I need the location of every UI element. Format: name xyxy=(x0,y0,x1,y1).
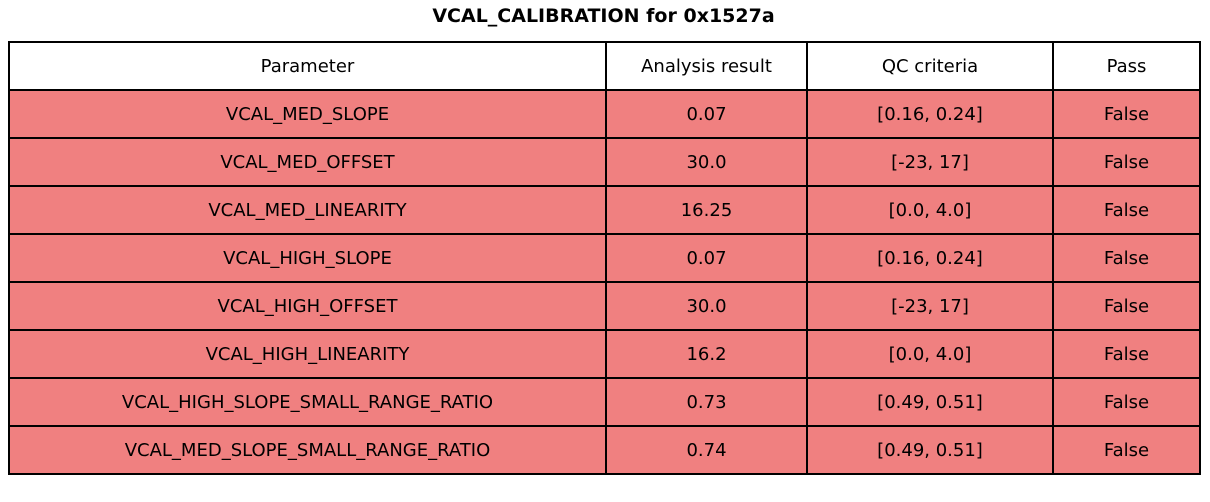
cell-analysis-result: 16.2 xyxy=(605,329,808,379)
cell-parameter: VCAL_MED_SLOPE xyxy=(8,89,607,139)
cell-pass: False xyxy=(1052,425,1201,475)
cell-analysis-result: 0.74 xyxy=(605,425,808,475)
column-header-pass: Pass xyxy=(1052,41,1201,91)
cell-pass: False xyxy=(1052,185,1201,235)
cell-pass: False xyxy=(1052,329,1201,379)
header-row: Parameter Analysis result QC criteria Pa… xyxy=(8,41,1201,91)
table-row: VCAL_HIGH_LINEARITY 16.2 [0.0, 4.0] Fals… xyxy=(8,329,1201,379)
column-header-analysis-result: Analysis result xyxy=(605,41,808,91)
table-row: VCAL_HIGH_SLOPE_SMALL_RANGE_RATIO 0.73 [… xyxy=(8,377,1201,427)
cell-parameter: VCAL_HIGH_SLOPE xyxy=(8,233,607,283)
cell-qc-criteria: [0.49, 0.51] xyxy=(806,377,1054,427)
cell-parameter: VCAL_MED_LINEARITY xyxy=(8,185,607,235)
cell-qc-criteria: [-23, 17] xyxy=(806,137,1054,187)
table-row: VCAL_HIGH_OFFSET 30.0 [-23, 17] False xyxy=(8,281,1201,331)
cell-pass: False xyxy=(1052,377,1201,427)
table-row: VCAL_MED_SLOPE_SMALL_RANGE_RATIO 0.74 [0… xyxy=(8,425,1201,475)
cell-analysis-result: 0.07 xyxy=(605,233,808,283)
cell-parameter: VCAL_HIGH_LINEARITY xyxy=(8,329,607,379)
cell-parameter: VCAL_HIGH_SLOPE_SMALL_RANGE_RATIO xyxy=(8,377,607,427)
cell-qc-criteria: [0.16, 0.24] xyxy=(806,233,1054,283)
cell-analysis-result: 0.73 xyxy=(605,377,808,427)
cell-qc-criteria: [0.49, 0.51] xyxy=(806,425,1054,475)
cell-pass: False xyxy=(1052,233,1201,283)
cell-analysis-result: 16.25 xyxy=(605,185,808,235)
cell-parameter: VCAL_HIGH_OFFSET xyxy=(8,281,607,331)
cell-qc-criteria: [0.0, 4.0] xyxy=(806,329,1054,379)
page-title: VCAL_CALIBRATION for 0x1527a xyxy=(432,5,775,27)
cell-qc-criteria: [0.16, 0.24] xyxy=(806,89,1054,139)
table-row: VCAL_MED_OFFSET 30.0 [-23, 17] False xyxy=(8,137,1201,187)
cell-analysis-result: 0.07 xyxy=(605,89,808,139)
table-row: VCAL_MED_LINEARITY 16.25 [0.0, 4.0] Fals… xyxy=(8,185,1201,235)
cell-pass: False xyxy=(1052,137,1201,187)
cell-parameter: VCAL_MED_OFFSET xyxy=(8,137,607,187)
cell-parameter: VCAL_MED_SLOPE_SMALL_RANGE_RATIO xyxy=(8,425,607,475)
cell-analysis-result: 30.0 xyxy=(605,137,808,187)
column-header-qc-criteria: QC criteria xyxy=(806,41,1054,91)
qc-table: Parameter Analysis result QC criteria Pa… xyxy=(8,41,1201,475)
cell-pass: False xyxy=(1052,89,1201,139)
cell-qc-criteria: [-23, 17] xyxy=(806,281,1054,331)
table-row: VCAL_HIGH_SLOPE 0.07 [0.16, 0.24] False xyxy=(8,233,1201,283)
table-row: VCAL_MED_SLOPE 0.07 [0.16, 0.24] False xyxy=(8,89,1201,139)
cell-qc-criteria: [0.0, 4.0] xyxy=(806,185,1054,235)
column-header-parameter: Parameter xyxy=(8,41,607,91)
cell-analysis-result: 30.0 xyxy=(605,281,808,331)
cell-pass: False xyxy=(1052,281,1201,331)
